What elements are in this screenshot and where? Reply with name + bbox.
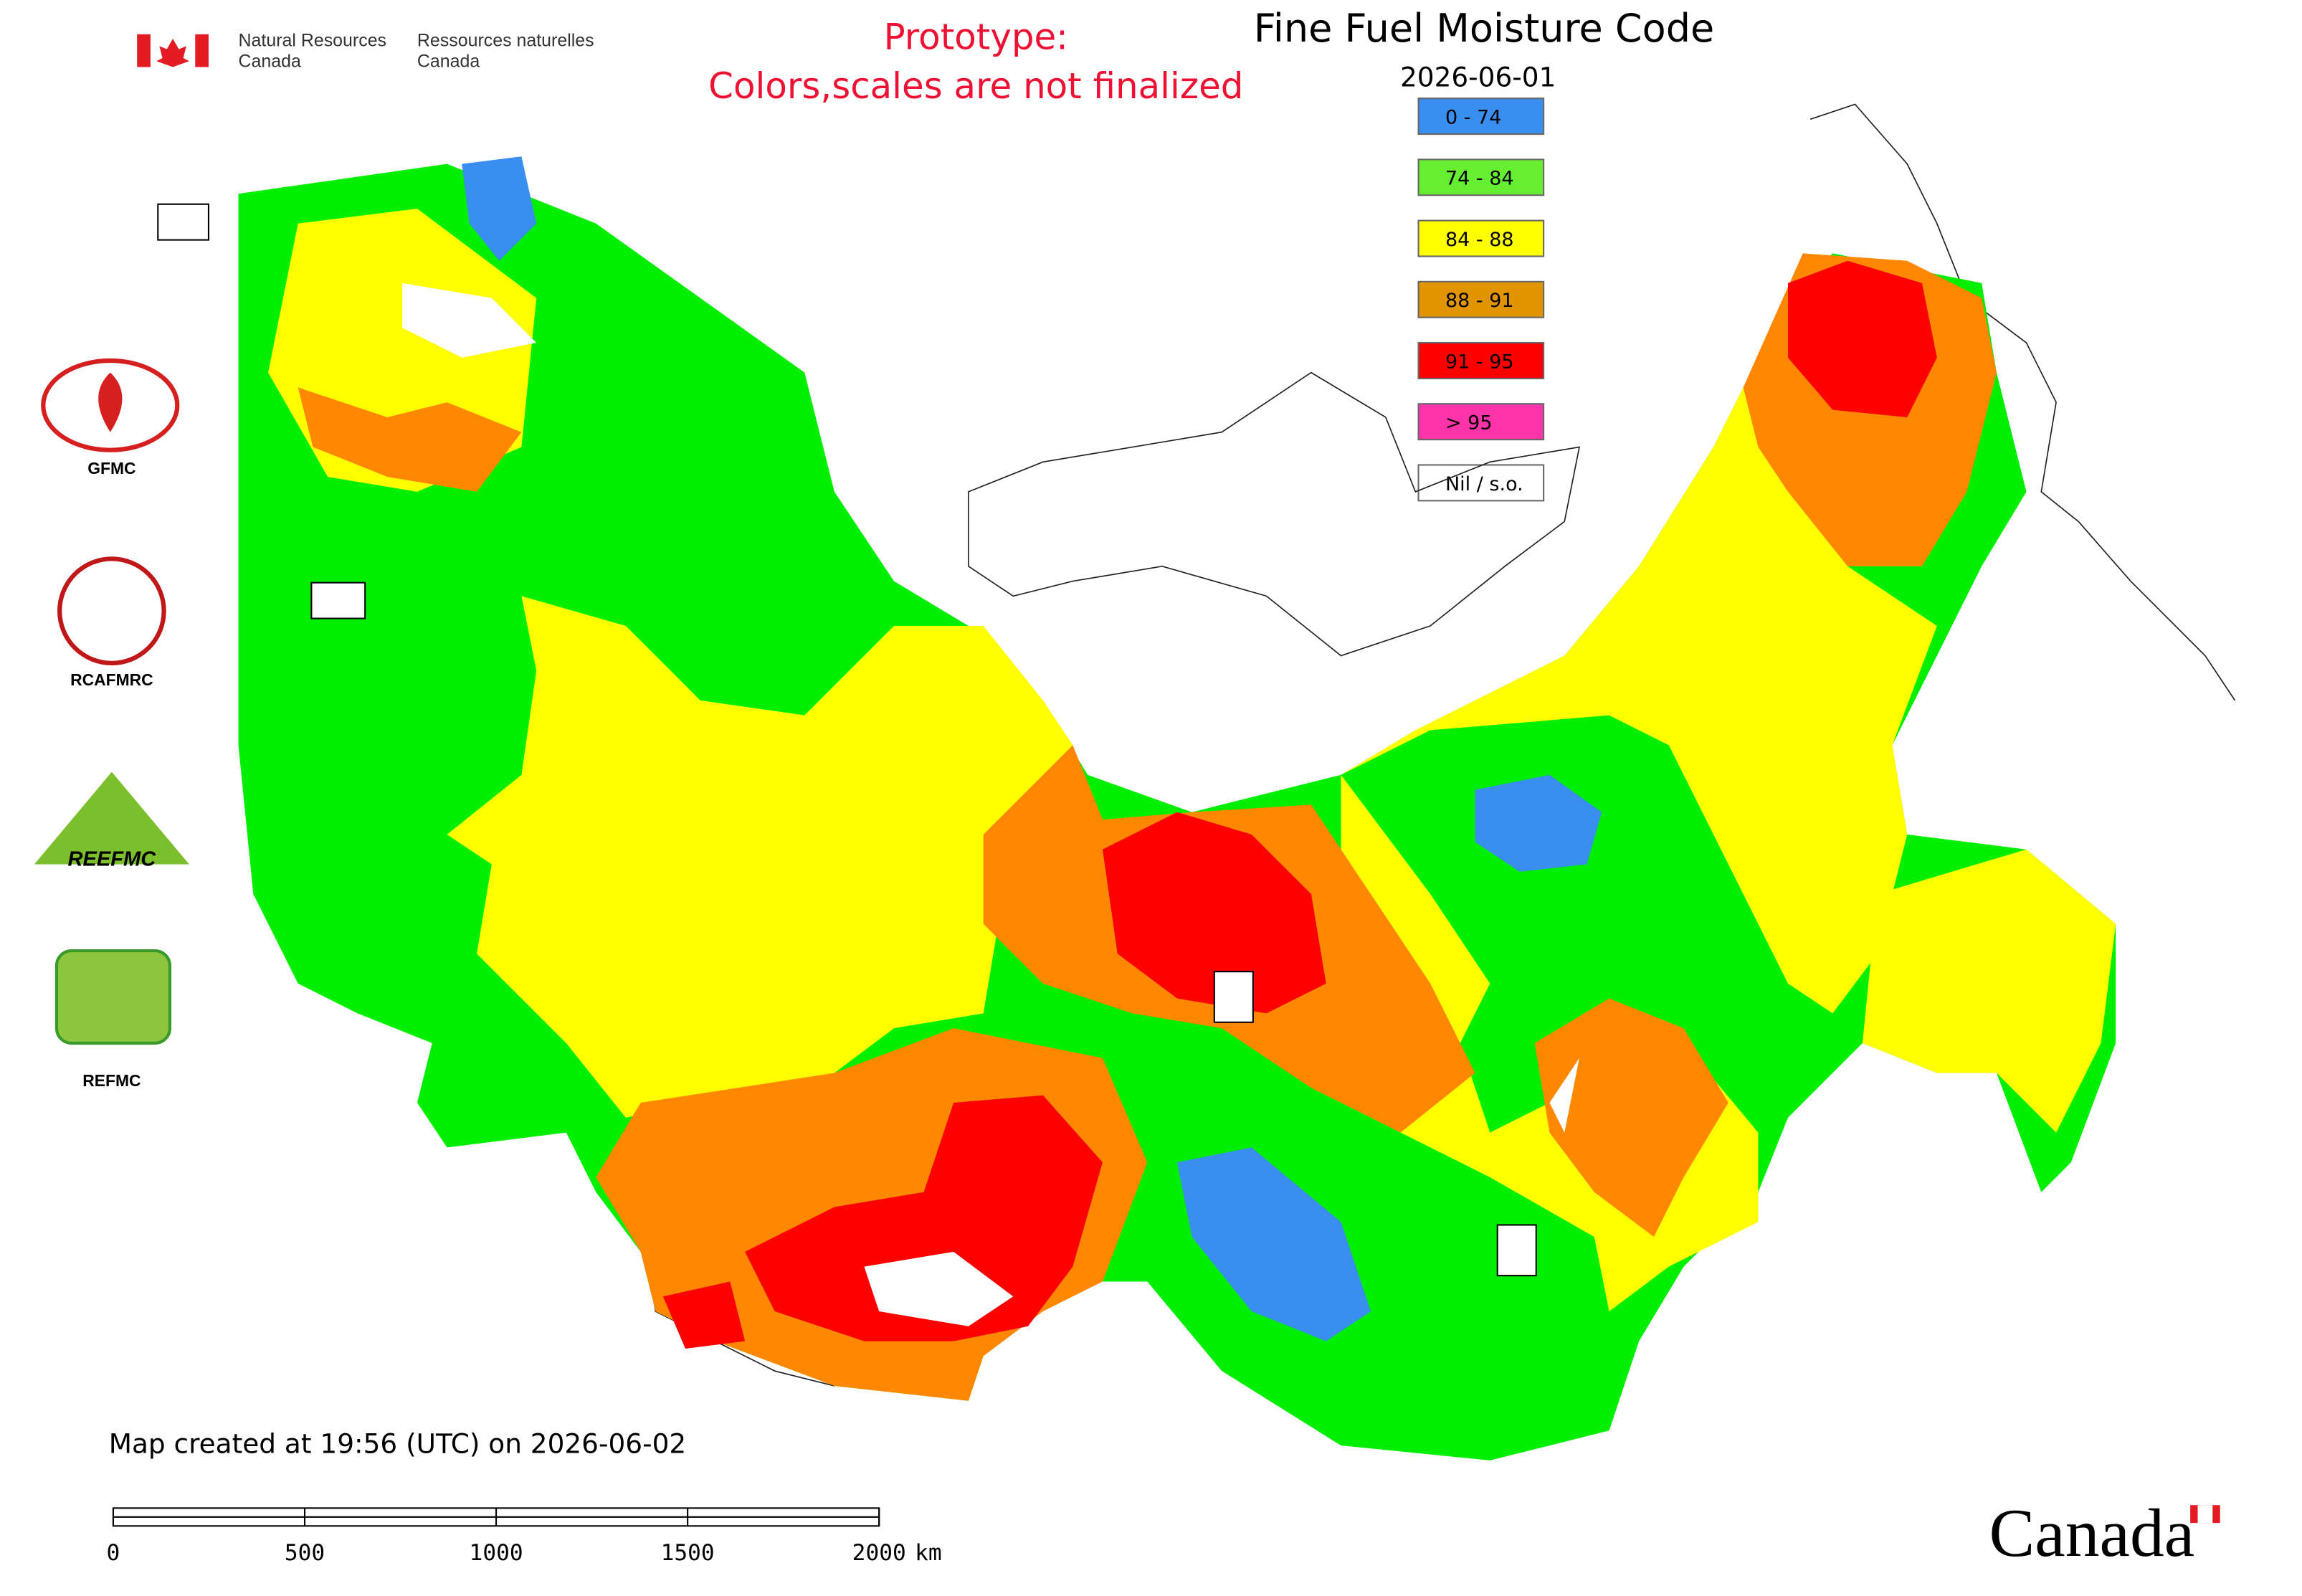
- legend-label: 74 - 84: [1445, 168, 1514, 190]
- logo-label: REFMC: [82, 1071, 141, 1090]
- region-fill: [745, 1095, 1103, 1341]
- station-marker: [1496, 1224, 1537, 1277]
- region-fill: [1341, 387, 1937, 1014]
- logo-column: GFMC RCAFMRC REEFMC REFMC: [34, 358, 189, 1090]
- map-title: Fine Fuel Moisture Code: [1254, 6, 1714, 51]
- logo: [57, 556, 166, 666]
- station-marker: [310, 581, 366, 619]
- scale-label: 500: [285, 1540, 325, 1566]
- legend-label: 0 - 74: [1445, 107, 1501, 129]
- agency-fr: Canada: [417, 52, 480, 72]
- logo-label: REEFMC: [67, 848, 156, 871]
- scale-bar: 0 500 1000 1500 2000 km: [107, 1507, 942, 1566]
- station-marker: [157, 203, 210, 241]
- region-fill: [662, 1281, 746, 1349]
- created-note: Map created at 19:56 (UTC) on 2026-06-02: [109, 1428, 686, 1459]
- station-marker: [1213, 971, 1254, 1023]
- notice: Colors,scales are not finalized: [708, 65, 1243, 107]
- legend: 0 - 74 74 - 84 84 - 88 88 - 91 91 - 95 > 95 Ni…: [1417, 98, 1545, 502]
- scale-label: 2000: [852, 1540, 906, 1566]
- arctic-islands: [968, 371, 1581, 657]
- legend-label: > 95: [1445, 412, 1493, 434]
- legend-swatch: [1417, 280, 1545, 318]
- notice: Prototype:: [884, 16, 1068, 58]
- region-fill: [1176, 1147, 1371, 1341]
- water: [1549, 1058, 1580, 1133]
- wordmark: Canada: [1989, 1495, 2195, 1571]
- flag: [2197, 1505, 2213, 1524]
- scale-unit: km: [915, 1540, 942, 1566]
- canada-wordmark: Canada: [1989, 1495, 2220, 1571]
- legend-swatch: [1417, 219, 1545, 257]
- legend-label: 91 - 95: [1445, 351, 1514, 373]
- logo-label: RCAFMRC: [70, 670, 153, 689]
- map-area: [157, 103, 2236, 1460]
- coastline: [1809, 103, 2236, 701]
- region-fill: [1862, 849, 2116, 1133]
- legend-label: 88 - 91: [1445, 290, 1514, 312]
- logo: [54, 949, 172, 1045]
- legend-swatch: [1417, 342, 1545, 379]
- agency-en: Natural Resources: [239, 30, 387, 50]
- legend-swatch: [1417, 98, 1545, 136]
- legend-label: 84 - 88: [1445, 229, 1514, 251]
- nrcan-signature: Natural Resources Canada Ressources natu…: [137, 30, 594, 72]
- scale-label: 1500: [661, 1540, 715, 1566]
- legend-swatch: [1417, 158, 1545, 196]
- logo: [98, 372, 123, 432]
- scale-label: 0: [107, 1540, 120, 1566]
- region-fill: [1102, 812, 1326, 1014]
- region-fill: [298, 387, 522, 492]
- legend-label: Nil / s.o.: [1445, 473, 1523, 495]
- map-date: 2026-06-01: [1400, 62, 1556, 93]
- legend-swatch: [1417, 403, 1545, 441]
- region-fill: [1475, 774, 1602, 872]
- water: [402, 282, 537, 358]
- region-fill: [1534, 998, 1728, 1238]
- agency-fr: Ressources naturelles: [417, 30, 594, 50]
- agency-en: Canada: [239, 52, 301, 72]
- region-fill: [1787, 260, 1937, 417]
- region-fill: [447, 596, 1073, 1118]
- logo: [34, 771, 189, 865]
- scale-label: 1000: [470, 1540, 523, 1566]
- nil-area: [864, 1251, 1014, 1326]
- region-fill: [462, 156, 537, 261]
- logo-label: GFMC: [87, 459, 135, 478]
